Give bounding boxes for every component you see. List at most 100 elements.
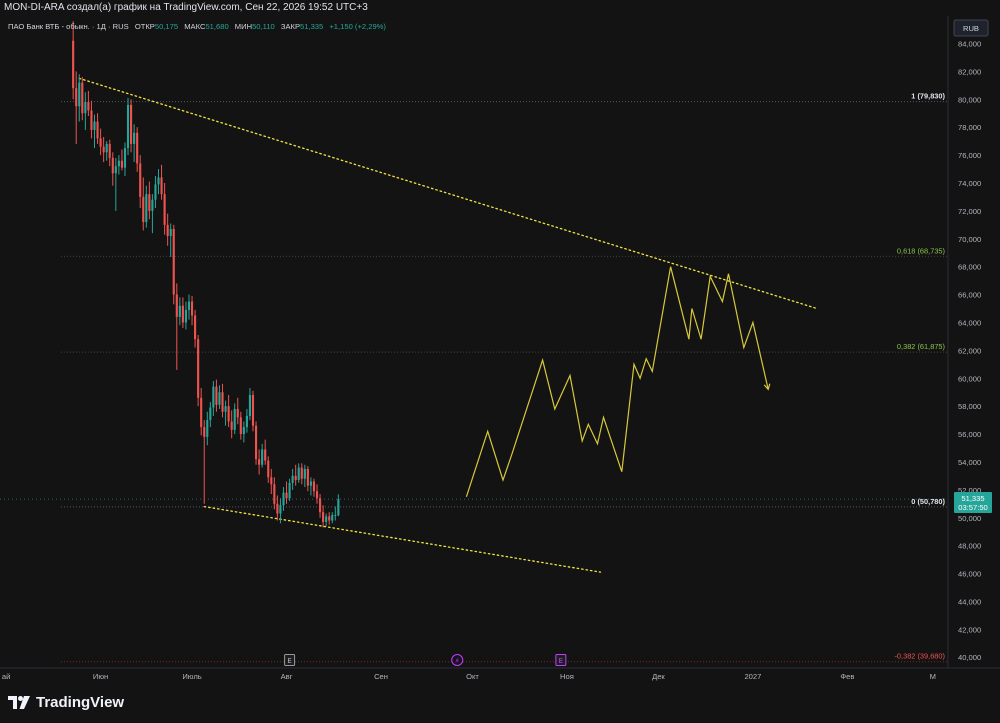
price-tick-label: 44,000 <box>958 597 981 606</box>
candle-body <box>221 392 224 412</box>
candle-body <box>175 294 178 317</box>
brand-name: TradingView <box>36 694 125 711</box>
legend-low: 50,110 <box>252 22 275 31</box>
event-markers: E ⚡ E <box>284 654 567 666</box>
candle-body <box>78 82 81 107</box>
candle-body <box>261 449 264 465</box>
candle-body <box>160 177 163 195</box>
trendline-lower <box>203 505 602 573</box>
event-marker-label: ⚡ <box>455 657 460 665</box>
candle-body <box>166 224 169 236</box>
svg-text:ПАО Банк ВТБ - обыкн. · 1Д · R: ПАО Банк ВТБ - обыкн. · 1Д · RUS ОТКР50,… <box>8 22 386 31</box>
candle-body <box>148 194 151 211</box>
currency-label: RUB <box>963 24 979 33</box>
candle-body <box>117 160 120 167</box>
candle-body <box>96 121 99 139</box>
candle-body <box>230 421 233 430</box>
candle-body <box>306 468 309 486</box>
candle-body <box>111 157 114 174</box>
fib-level-label: 0 (50,780) <box>911 497 945 506</box>
price-tick-label: 56,000 <box>958 430 981 439</box>
price-tick-label: 82,000 <box>958 67 981 76</box>
candle-body <box>227 406 230 422</box>
candle-body <box>90 110 93 130</box>
time-tick-label: Ноя <box>560 672 574 681</box>
candle-body <box>136 132 139 164</box>
candlestick-series <box>72 21 340 528</box>
candle-body <box>197 339 200 398</box>
candle-body <box>215 386 218 405</box>
candle-body <box>264 449 267 461</box>
tradingview-logo[interactable]: TradingView <box>8 694 124 711</box>
candle-body <box>270 477 273 485</box>
legend-low-label: МИН <box>235 22 252 31</box>
candle-body <box>312 481 316 492</box>
time-tick-label: Фев <box>840 672 854 681</box>
last-price: 51,335 <box>961 494 984 503</box>
price-axis[interactable]: 40,000 42,000 44,000 46,000 48,000 50,000 52,0… <box>958 40 981 663</box>
fib-level-label: -0,382 (39,680) <box>894 652 945 661</box>
candle-body <box>203 427 206 437</box>
price-tick-label: 62,000 <box>958 346 981 355</box>
candle-body <box>123 148 127 168</box>
candle-body <box>315 491 319 499</box>
candle-body <box>187 301 191 310</box>
candle-body <box>273 484 276 504</box>
candle-body <box>236 408 239 418</box>
candle-body <box>190 301 194 316</box>
candle-body <box>142 196 145 223</box>
price-tick-label: 68,000 <box>958 263 981 272</box>
price-tick-label: 76,000 <box>958 151 981 160</box>
price-tick-label: 84,000 <box>958 40 981 49</box>
price-tick-label: 60,000 <box>958 374 981 383</box>
candle-body <box>282 492 285 506</box>
candle-body <box>194 315 197 340</box>
legend-open-label: ОТКР <box>135 22 155 31</box>
candle-body <box>328 516 331 521</box>
candle-body <box>130 104 133 144</box>
candle-body <box>126 104 130 149</box>
projection-line <box>465 266 769 497</box>
candle-body <box>251 395 255 426</box>
candle-body <box>337 499 340 516</box>
candle-body <box>145 194 148 223</box>
fib-level-label: 0,382 (61,875) <box>897 342 945 351</box>
candle-body <box>239 417 242 435</box>
candle-body <box>303 468 306 479</box>
candle-body <box>248 395 252 416</box>
candle-body <box>279 505 282 514</box>
candle-body <box>334 514 337 516</box>
time-tick-label: Сен <box>374 672 388 681</box>
price-tick-label: 50,000 <box>958 514 981 523</box>
earnings-e-icon <box>555 654 567 666</box>
legend-open: 50,175 <box>155 22 178 31</box>
attribution-text: MON-DI-ARA создал(а) график на TradingVi… <box>4 2 368 13</box>
candle-body <box>154 184 157 200</box>
price-chart[interactable]: E ⚡ E 40,000 42,000 44,000 46,000 48,000 50,000… <box>0 16 1000 684</box>
candle-body <box>99 138 102 147</box>
trendlines <box>78 77 818 573</box>
ohlc-legend: ПАО Банк ВТБ - обыкн. · 1Д · RUS ОТКР50,… <box>8 22 386 31</box>
candle-body <box>172 229 175 295</box>
candle-body <box>84 102 87 114</box>
candle-body <box>318 498 322 513</box>
candle-body <box>322 512 325 522</box>
bar-countdown: 03:57:50 <box>958 503 988 512</box>
candle-body <box>206 420 209 437</box>
earnings-e-icon <box>284 654 296 666</box>
legend-high: 51,680 <box>205 22 228 31</box>
currency-button[interactable]: RUB <box>953 19 989 37</box>
candle-body <box>331 514 334 521</box>
candle-body <box>218 392 221 405</box>
candle-body <box>200 397 203 428</box>
fib-level-label: 1 (79,830) <box>911 92 945 101</box>
legend-symbol: ПАО Банк ВТБ - обыкн. · 1Д · RUS <box>8 22 129 31</box>
time-tick-label: Июль <box>182 672 201 681</box>
fib-level-label: 0,618 (68,735) <box>897 246 945 255</box>
candle-body <box>233 408 236 430</box>
candle-body <box>325 516 328 522</box>
candle-body <box>93 121 96 130</box>
time-axis[interactable]: ай Июн Июль Авг Сен Окт Ноя Дек 2027 Фев М <box>2 672 936 681</box>
candle-body <box>184 309 188 323</box>
candle-body <box>267 460 270 478</box>
